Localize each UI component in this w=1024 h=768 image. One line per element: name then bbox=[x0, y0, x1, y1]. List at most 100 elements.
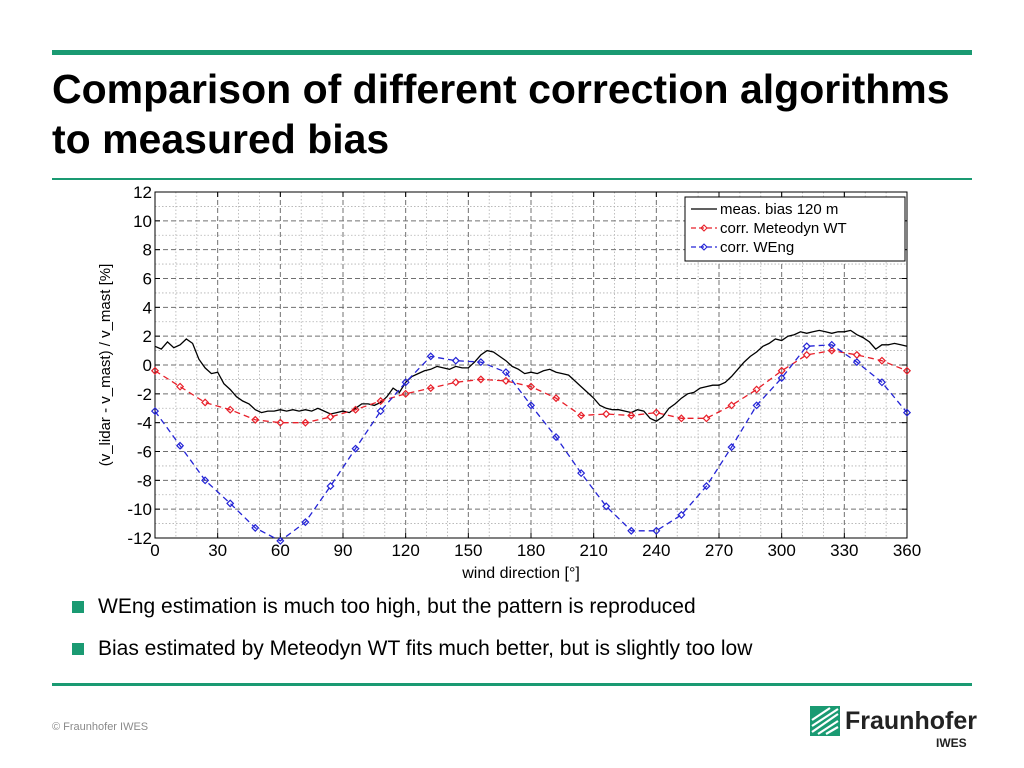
series-point bbox=[201, 476, 210, 485]
y-tick-label: 6 bbox=[143, 270, 152, 289]
series-point bbox=[476, 358, 485, 367]
series-point bbox=[326, 482, 335, 491]
series-point bbox=[727, 443, 736, 452]
fraunhofer-logo: Fraunhofer IWES bbox=[810, 704, 980, 754]
bullet-list: WEng estimation is much too high, but th… bbox=[72, 593, 752, 677]
series-point bbox=[552, 433, 561, 442]
series-point bbox=[877, 378, 886, 387]
series-point bbox=[752, 385, 761, 394]
bullet-square-icon bbox=[72, 643, 84, 655]
y-tick-label: 12 bbox=[133, 183, 152, 202]
series-point bbox=[652, 526, 661, 535]
footer-rule bbox=[52, 683, 972, 686]
copyright-text: © Fraunhofer IWES bbox=[52, 721, 149, 733]
x-tick-label: 0 bbox=[150, 541, 159, 560]
series-point bbox=[627, 411, 636, 420]
logo-sub: IWES bbox=[936, 736, 967, 750]
x-tick-label: 210 bbox=[579, 541, 607, 560]
series-point bbox=[777, 373, 786, 383]
y-tick-label: 10 bbox=[133, 212, 152, 231]
bullet-square-icon bbox=[72, 601, 84, 613]
y-tick-label: -2 bbox=[137, 385, 152, 404]
series-point bbox=[526, 401, 536, 410]
series-point bbox=[401, 378, 410, 387]
legend-entry: meas. bias 120 m bbox=[720, 201, 838, 218]
y-tick-label: 2 bbox=[143, 327, 152, 346]
x-tick-label: 180 bbox=[517, 541, 545, 560]
series-point bbox=[251, 415, 260, 424]
y-tick-label: -4 bbox=[137, 414, 152, 433]
y-tick-label: 0 bbox=[143, 356, 152, 375]
series-point bbox=[702, 482, 711, 491]
legend-entry: corr. Meteodyn WT bbox=[720, 220, 847, 237]
top-rule bbox=[52, 50, 972, 55]
series-point bbox=[827, 340, 836, 349]
series-point bbox=[251, 523, 260, 532]
y-tick-label: 4 bbox=[143, 298, 152, 317]
logo-name: Fraunhofer bbox=[845, 707, 977, 735]
series-point bbox=[552, 394, 561, 403]
y-axis-label: (v_lidar - v_mast) / v_mast [%] bbox=[97, 264, 114, 467]
series-point bbox=[702, 414, 711, 423]
series-point bbox=[176, 382, 185, 391]
series-point bbox=[176, 441, 185, 450]
series-point bbox=[150, 366, 160, 375]
series-point bbox=[226, 499, 235, 508]
series-line bbox=[154, 349, 908, 424]
series-point bbox=[501, 368, 510, 377]
series-point bbox=[301, 418, 310, 427]
series-point bbox=[526, 382, 536, 391]
series-point bbox=[301, 518, 310, 527]
series-point bbox=[902, 408, 912, 417]
series-point bbox=[627, 526, 636, 535]
fraunhofer-logo-mark-icon bbox=[810, 706, 840, 736]
series-point bbox=[476, 375, 485, 384]
series-point bbox=[602, 502, 611, 511]
series-point bbox=[351, 405, 360, 414]
bullet-item: Bias estimated by Meteodyn WT fits much … bbox=[72, 635, 752, 663]
y-tick-label: -6 bbox=[137, 443, 152, 462]
series-point bbox=[276, 536, 285, 545]
series-point bbox=[501, 376, 510, 385]
legend-marker bbox=[700, 224, 708, 232]
x-axis-label: wind direction [°] bbox=[461, 565, 580, 582]
y-tick-label: -12 bbox=[127, 529, 152, 548]
series-point bbox=[902, 366, 912, 375]
x-tick-label: 120 bbox=[391, 541, 419, 560]
series-point bbox=[376, 396, 385, 406]
x-tick-label: 30 bbox=[208, 541, 227, 560]
x-tick-label: 330 bbox=[830, 541, 858, 560]
x-tick-label: 240 bbox=[642, 541, 670, 560]
series-point bbox=[752, 401, 761, 410]
series-point bbox=[201, 398, 210, 407]
bias-comparison-chart: 0 30 60 90 120 150 180 210 240 270 300 330 360121086… bbox=[97, 183, 921, 582]
y-tick-label: -8 bbox=[137, 471, 152, 490]
series-line bbox=[154, 344, 908, 542]
series-point bbox=[652, 408, 661, 417]
title-rule bbox=[52, 178, 972, 180]
x-tick-label: 150 bbox=[454, 541, 482, 560]
x-tick-label: 60 bbox=[271, 541, 290, 560]
x-tick-label: 90 bbox=[334, 541, 353, 560]
series-point bbox=[677, 414, 686, 423]
legend-entry: corr. WEng bbox=[720, 239, 794, 256]
series-point bbox=[351, 444, 360, 453]
series-point bbox=[376, 407, 385, 416]
series-point bbox=[451, 356, 460, 365]
bullet-item: WEng estimation is much too high, but th… bbox=[72, 593, 752, 621]
series-point bbox=[727, 401, 736, 410]
x-tick-label: 270 bbox=[705, 541, 733, 560]
series-point bbox=[802, 342, 811, 351]
series-point bbox=[677, 510, 686, 519]
series-point bbox=[401, 389, 410, 398]
series-line bbox=[154, 329, 908, 422]
series-point bbox=[451, 378, 460, 387]
y-tick-label: 8 bbox=[143, 241, 152, 260]
series-point bbox=[326, 412, 335, 421]
series-point bbox=[577, 411, 586, 420]
series-point bbox=[577, 469, 586, 478]
series-point bbox=[150, 407, 160, 416]
slide-title: Comparison of different correction algor… bbox=[52, 66, 950, 162]
series-point bbox=[802, 350, 811, 359]
legend-box bbox=[684, 196, 906, 262]
